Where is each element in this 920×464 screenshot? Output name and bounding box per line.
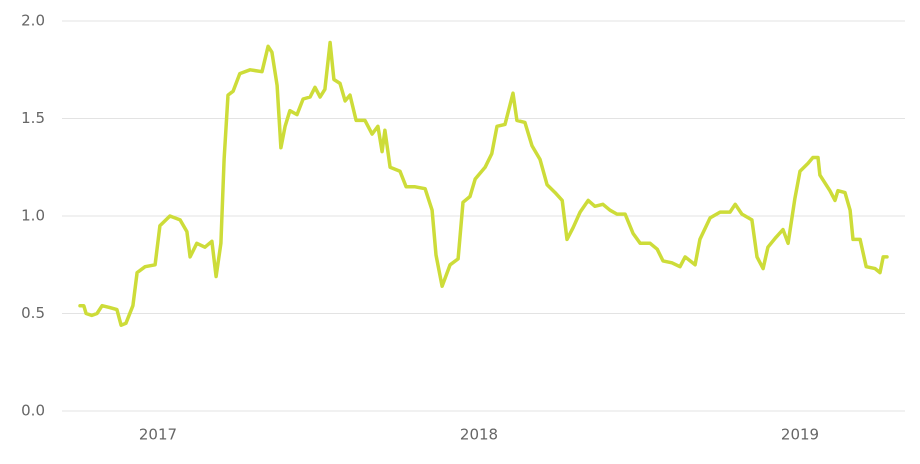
y-tick-label: 0.0 <box>21 402 45 420</box>
x-tick-label: 2018 <box>460 426 498 444</box>
data-line <box>78 40 889 327</box>
x-tick-label: 2019 <box>781 426 819 444</box>
y-tick-label: 1.5 <box>21 109 45 127</box>
y-tick-label: 0.5 <box>21 304 45 322</box>
x-tick-label: 2017 <box>139 426 177 444</box>
y-tick-label: 2.0 <box>21 12 45 30</box>
y-tick-label: 1.0 <box>21 207 45 225</box>
